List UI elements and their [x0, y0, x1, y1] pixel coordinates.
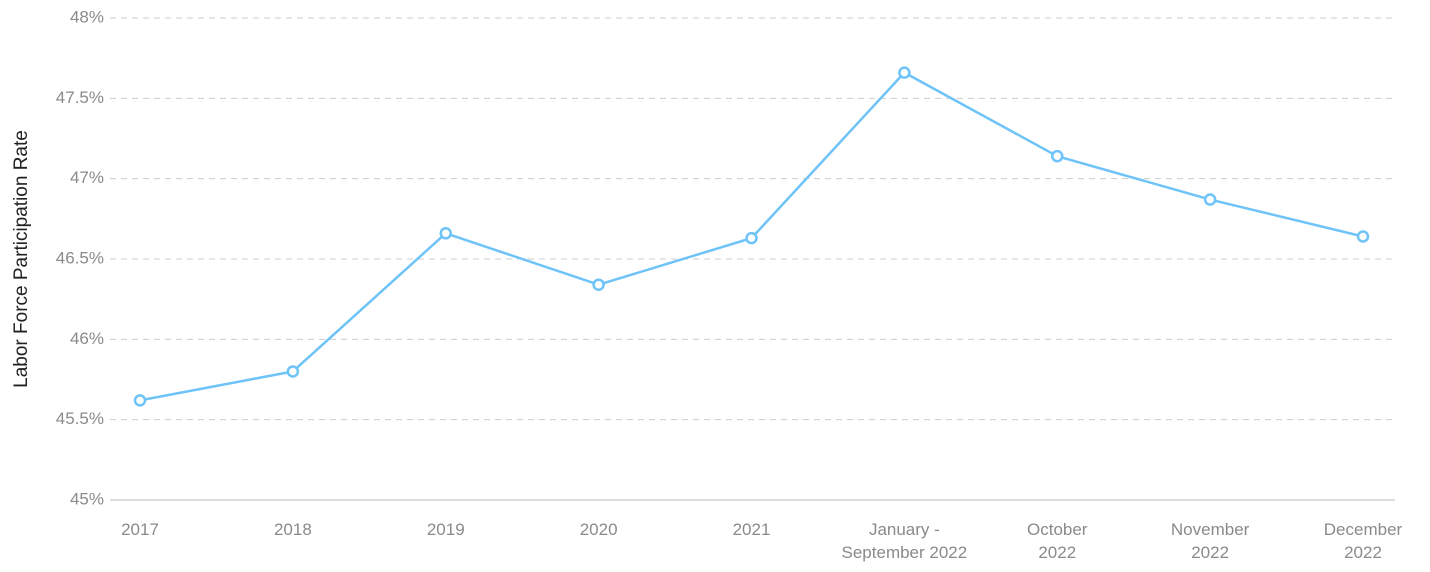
x-tick-label: December 2022: [1323, 520, 1403, 562]
x-tick-label: 2020: [579, 520, 618, 539]
point: [133, 394, 147, 407]
y-tick-label: 46%: [70, 329, 104, 348]
y-tick-label: 48%: [70, 7, 104, 26]
x-tick-label: 2021: [732, 520, 771, 539]
y-tick-label: 47%: [70, 168, 104, 187]
point: [592, 278, 605, 291]
y-tick-label: 45%: [70, 489, 104, 508]
point: [1356, 230, 1370, 243]
x-tick-label: 2017: [121, 520, 159, 539]
x-tick-label: November 2022: [1170, 520, 1250, 562]
y-tick-label: 45.5%: [56, 409, 104, 428]
y-tick-label: 46.5%: [56, 248, 104, 267]
y-tick-label: 47.5%: [56, 88, 104, 107]
point: [1203, 193, 1217, 206]
point: [286, 365, 300, 378]
point: [898, 66, 911, 79]
x-tick-label: 2018: [273, 520, 312, 539]
x-tick-label: 2019: [426, 520, 465, 539]
y-axis-title: Labor Force Participation Rate: [11, 130, 32, 388]
point: [1051, 149, 1064, 163]
x-tick-label: January - September 2022: [841, 520, 968, 562]
point: [745, 231, 758, 245]
x-tick-label: October 2022: [1027, 520, 1088, 562]
point: [439, 227, 452, 240]
